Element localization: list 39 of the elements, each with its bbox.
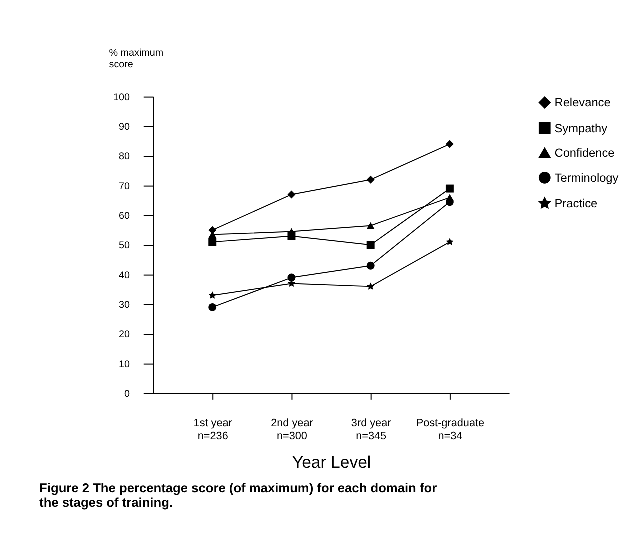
x-tick-label: 1st year n=236 (194, 418, 233, 442)
legend-label: Relevance (554, 96, 612, 110)
y-tick-label: 20 (119, 330, 131, 341)
point (208, 303, 217, 312)
point (288, 232, 296, 240)
legend-label: Confidence (554, 146, 616, 160)
legend-label: Terminology (554, 170, 619, 185)
legend-label: Practice (554, 196, 598, 211)
point (288, 274, 296, 282)
point (288, 190, 296, 199)
y-tick-label: 60 (119, 210, 131, 222)
point (366, 176, 375, 184)
x-tick-label: Post-graduate n=34 (416, 418, 485, 442)
point (366, 222, 375, 230)
x-tick-label: 2nd year n=300 (271, 418, 314, 442)
point (208, 292, 216, 299)
legend-label: Sympathy (554, 121, 608, 136)
y-tick-label: 10 (119, 359, 131, 370)
y-tick-label: 100 (114, 92, 131, 104)
point (366, 241, 375, 250)
y-tick-label: 40 (119, 270, 131, 282)
y-tick-label: 50 (119, 240, 131, 252)
y-tick-label: 0 (124, 388, 131, 400)
point (366, 262, 375, 270)
caption: Figure 2 The percentage score (of maximum) for each domain for the stages of training. (40, 480, 438, 510)
y-tick-label: 80 (119, 152, 131, 163)
point (446, 238, 454, 246)
point (446, 140, 454, 148)
y-tick-label: 30 (119, 300, 131, 311)
y-tick-label: 70 (119, 181, 131, 192)
point (208, 226, 217, 234)
point (446, 194, 454, 202)
x-tick-label: 3rd year n=345 (351, 418, 392, 442)
y-tick-label: 90 (119, 122, 131, 133)
x-axis-title: Year Level (292, 453, 372, 472)
point (446, 184, 454, 193)
y-axis-title: % maximum score (109, 48, 164, 71)
point (367, 282, 375, 290)
point (208, 238, 217, 246)
